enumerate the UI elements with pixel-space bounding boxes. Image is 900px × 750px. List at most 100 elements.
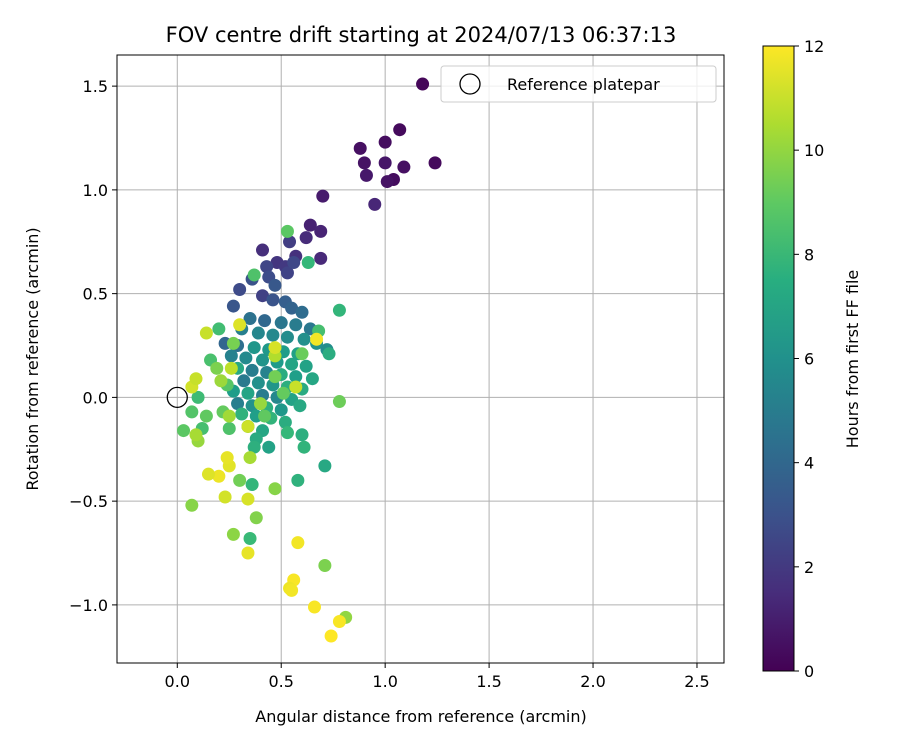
- reference-platepar-point: [166, 386, 188, 409]
- data-point: [276, 386, 290, 400]
- data-point: [226, 299, 240, 313]
- data-point: [243, 312, 257, 326]
- data-point: [260, 260, 274, 274]
- y-tick-label: 0.5: [83, 285, 108, 304]
- data-point: [218, 490, 232, 504]
- data-point: [322, 347, 336, 361]
- data-point: [353, 141, 367, 155]
- data-point: [289, 318, 303, 332]
- data-point: [231, 397, 245, 411]
- data-point: [243, 531, 257, 545]
- data-point: [233, 473, 247, 487]
- y-tick-label: −0.5: [69, 492, 108, 511]
- y-axis-ticks: −1.0 −0.5 0.0 0.5 1.0 1.5: [69, 77, 117, 615]
- data-point: [318, 459, 332, 473]
- data-point: [393, 123, 407, 137]
- data-point: [212, 322, 226, 336]
- data-point: [307, 600, 321, 614]
- data-point: [199, 326, 213, 340]
- data-point: [314, 224, 328, 238]
- data-point: [268, 278, 282, 292]
- data-point: [251, 376, 265, 390]
- data-point: [258, 409, 272, 423]
- data-point: [295, 305, 309, 319]
- data-point: [314, 251, 328, 265]
- colorbar-ticks: 0 2 4 6 8 10 12: [794, 37, 824, 681]
- data-point: [380, 175, 394, 189]
- data-point: [226, 336, 240, 350]
- data-point: [299, 231, 313, 245]
- reference-marker: [166, 386, 188, 409]
- y-tick-label: 1.5: [83, 77, 108, 96]
- colorbar-gradient: [762, 45, 795, 672]
- data-point: [357, 156, 371, 170]
- data-point: [285, 357, 299, 371]
- colorbar-tick-label: 8: [804, 245, 814, 264]
- data-point: [332, 303, 346, 317]
- data-point: [212, 469, 226, 483]
- data-point: [249, 511, 263, 525]
- x-tick-label: 2.0: [580, 672, 605, 691]
- colorbar-tick-label: 12: [804, 37, 824, 56]
- legend-box: [440, 65, 717, 103]
- colorbar-tick-label: 0: [804, 662, 814, 681]
- data-point: [245, 478, 259, 492]
- data-point: [243, 451, 257, 465]
- data-point: [258, 314, 272, 328]
- data-point: [241, 419, 255, 433]
- data-point: [251, 326, 265, 340]
- data-point: [318, 558, 332, 572]
- data-point: [428, 156, 442, 170]
- data-point: [368, 197, 382, 211]
- data-point: [199, 409, 213, 423]
- data-point: [233, 282, 247, 296]
- data-point: [210, 361, 224, 375]
- data-point: [220, 451, 234, 465]
- data-point: [214, 374, 228, 388]
- data-point: [324, 629, 338, 643]
- data-point: [301, 256, 315, 270]
- data-point: [280, 224, 294, 238]
- data-point: [280, 426, 294, 440]
- x-axis-ticks: 0.0 0.5 1.0 1.5 2.0 2.5: [165, 663, 710, 691]
- data-point: [297, 440, 311, 454]
- data-point: [189, 428, 203, 442]
- data-point: [268, 370, 282, 384]
- data-points: [177, 77, 442, 643]
- data-point: [285, 301, 299, 315]
- data-point: [332, 614, 346, 628]
- colorbar-tick-label: 2: [804, 558, 814, 577]
- data-point: [222, 422, 236, 436]
- data-point: [222, 409, 236, 423]
- data-point: [310, 332, 324, 346]
- data-point: [247, 440, 261, 454]
- data-point: [303, 218, 317, 232]
- data-point: [268, 482, 282, 496]
- legend: Reference platepar: [440, 65, 717, 103]
- data-point: [256, 243, 270, 257]
- colorbar-tick-label: 10: [804, 141, 824, 160]
- data-point: [247, 268, 261, 282]
- data-point: [266, 328, 280, 342]
- data-point: [189, 372, 203, 386]
- colorbar-tick-label: 6: [804, 350, 814, 369]
- data-point: [291, 536, 305, 550]
- data-point: [274, 403, 288, 417]
- colorbar-label: Hours from first FF file: [843, 270, 862, 449]
- data-point: [274, 316, 288, 330]
- data-point: [289, 380, 303, 394]
- colorbar-tick-label: 4: [804, 454, 814, 473]
- x-axis-label: Angular distance from reference (arcmin): [255, 707, 586, 726]
- data-point: [247, 341, 261, 355]
- x-tick-label: 1.5: [476, 672, 501, 691]
- data-point: [378, 156, 392, 170]
- data-point: [291, 473, 305, 487]
- data-point: [253, 397, 267, 411]
- data-point: [245, 363, 259, 377]
- data-point: [233, 318, 247, 332]
- data-point: [224, 361, 238, 375]
- data-point: [256, 353, 270, 367]
- data-point: [268, 341, 282, 355]
- data-point: [397, 160, 411, 174]
